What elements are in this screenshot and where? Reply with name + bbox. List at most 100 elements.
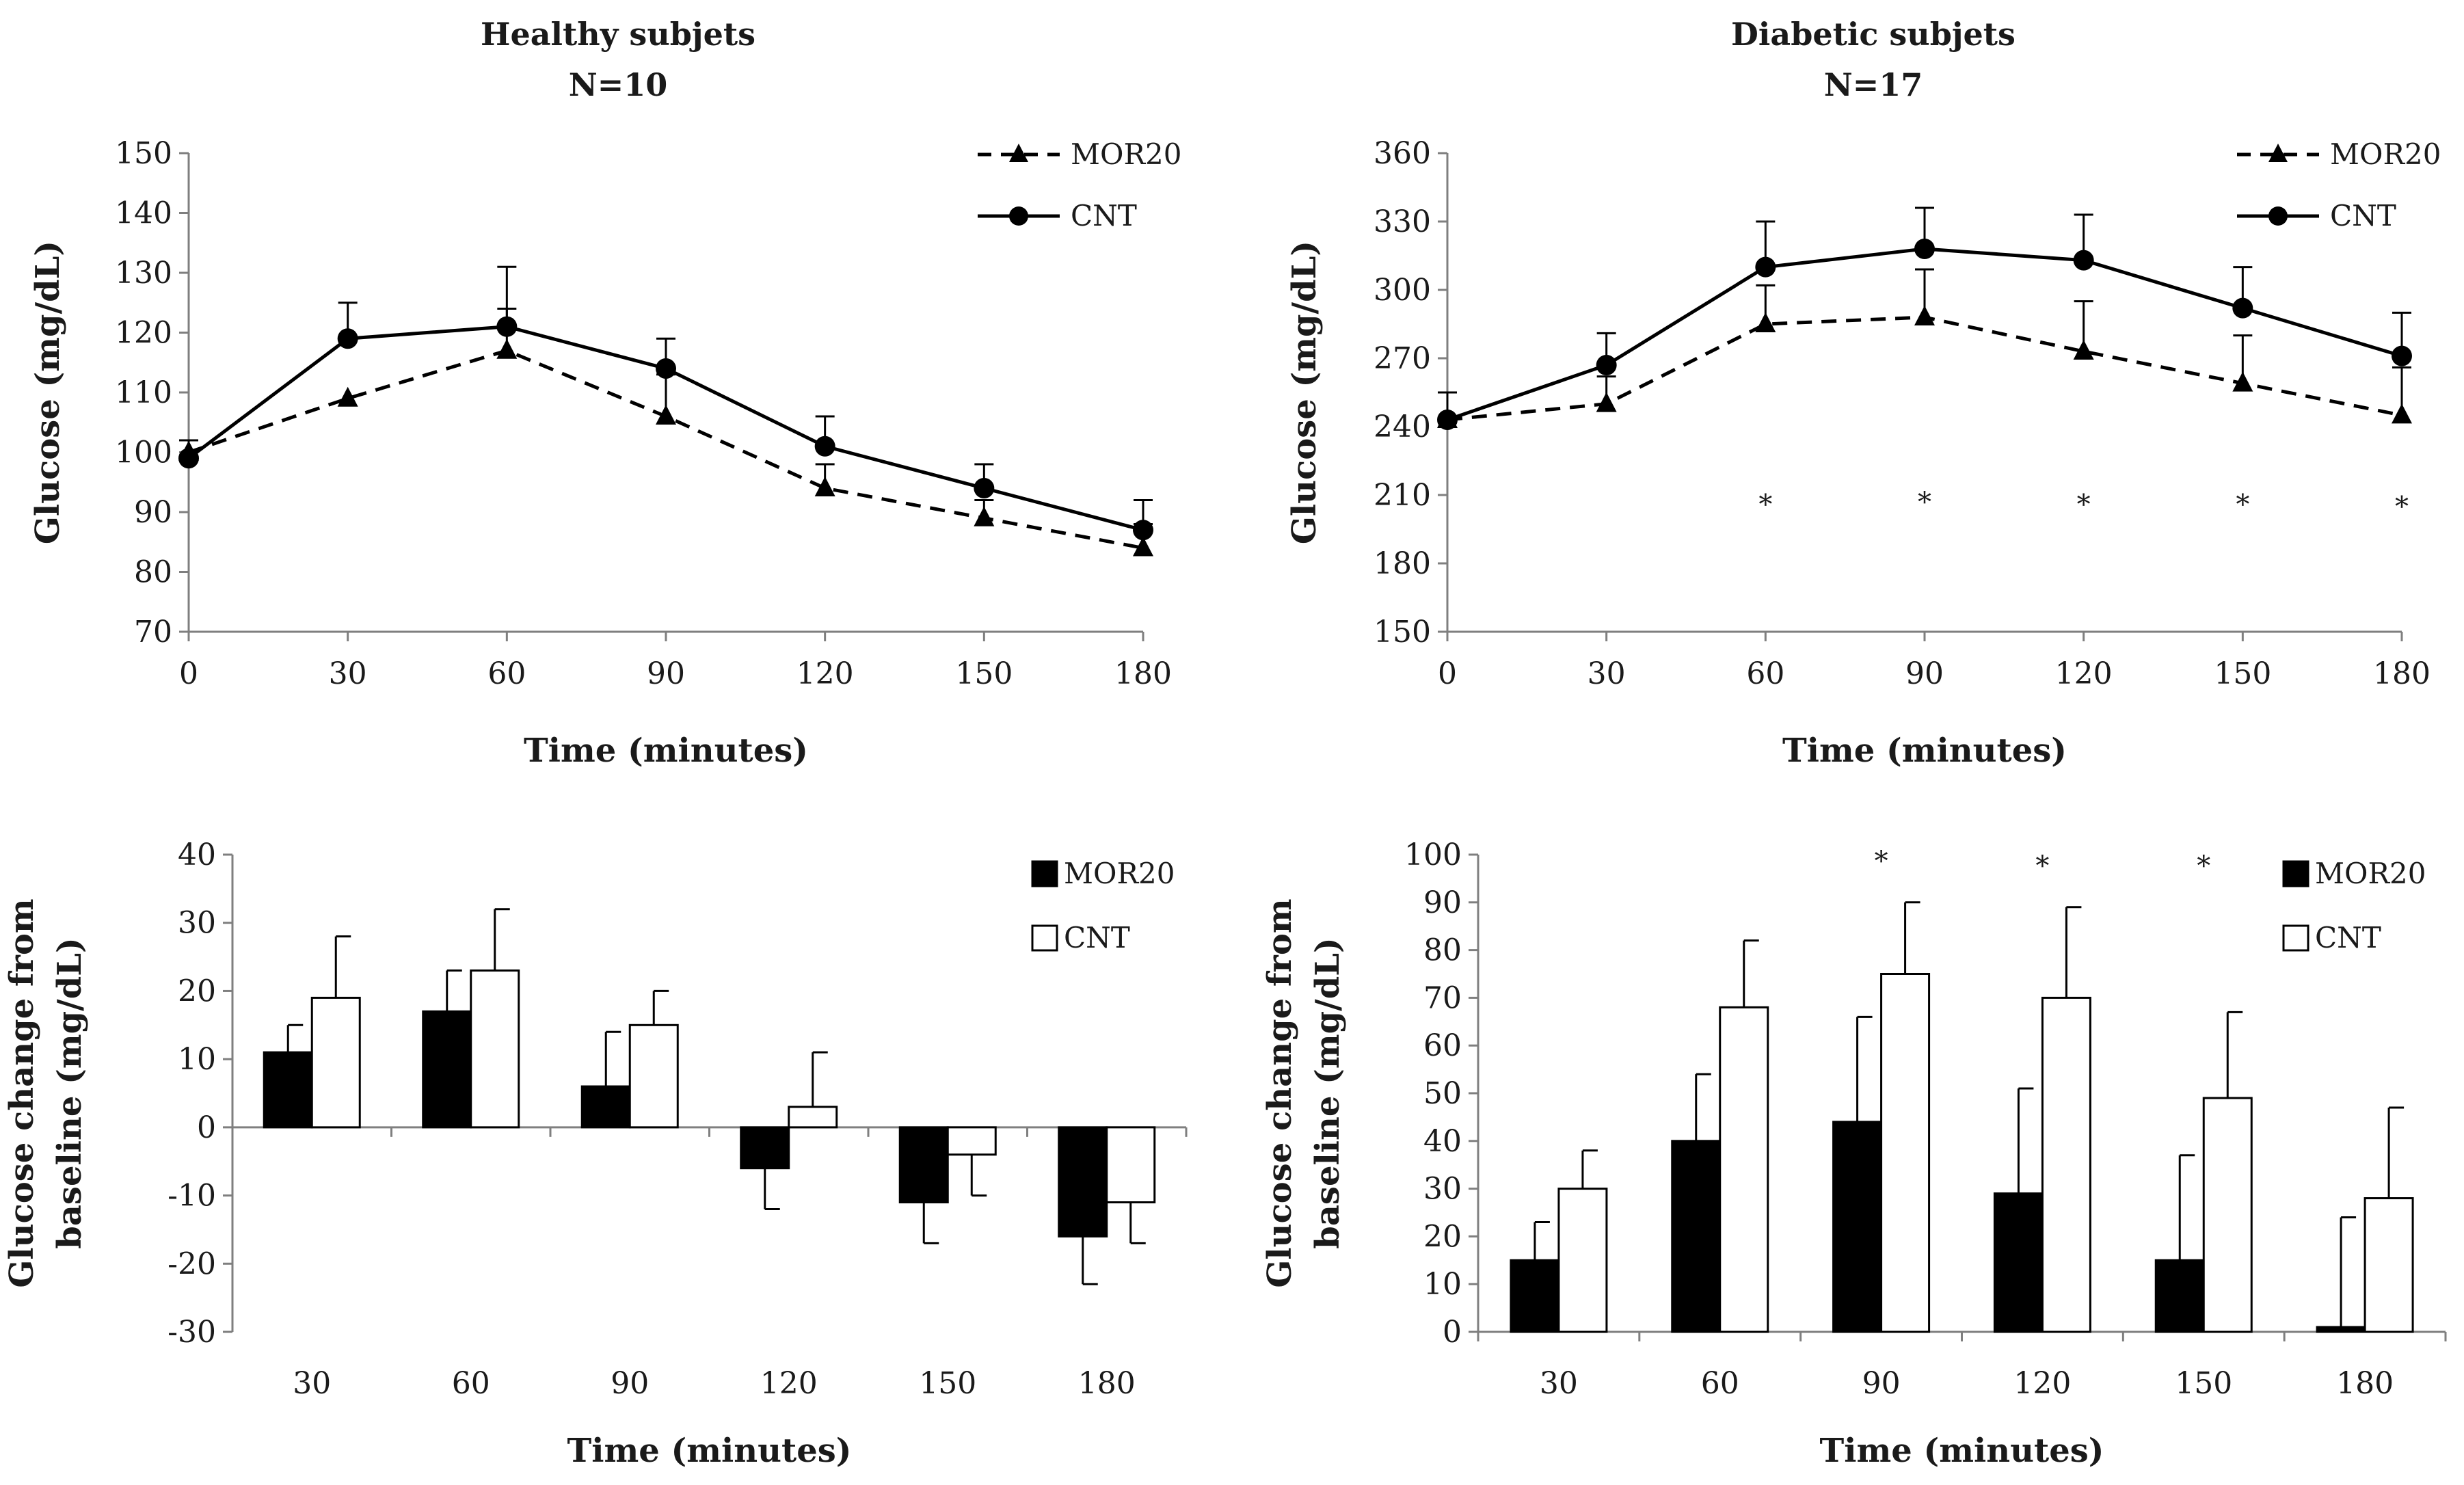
y-tick-label: 30 <box>178 906 216 941</box>
y-tick-label: 60 <box>1423 1028 1462 1063</box>
y-tick-label: 10 <box>1423 1267 1462 1302</box>
cnt-bar <box>310 996 361 1129</box>
y-tick-label: 90 <box>134 495 172 530</box>
x-tick-label: 0 <box>179 656 198 691</box>
y-tick-label: 140 <box>115 196 172 231</box>
significance-marker: * <box>2395 492 2409 523</box>
legend-cnt-label: CNT <box>2315 921 2381 954</box>
significance-marker: * <box>2236 489 2249 520</box>
mor20-bar <box>740 1126 790 1170</box>
x-tick-label: 120 <box>796 656 854 691</box>
y-tick-label: 300 <box>1374 273 1431 308</box>
significance-marker: * <box>1875 846 1888 877</box>
legend-mor20-swatch <box>1031 860 1058 887</box>
y-tick-label: 270 <box>1374 341 1431 376</box>
y-tick-label: 80 <box>1423 933 1462 968</box>
legend-cnt-swatch <box>2282 924 2309 952</box>
x-tick-label: 120 <box>2055 656 2113 691</box>
healthy-line-panel: Healthy subjets N=10 70 80 90 100 110 120 130 140… <box>29 16 1182 770</box>
y-tick-label: 360 <box>1374 136 1431 171</box>
legend-mor20-swatch <box>2282 860 2309 887</box>
y-axis-label-line-1: Glucose change from <box>3 898 41 1287</box>
x-tick-label: 180 <box>2336 1366 2394 1401</box>
mor20-point <box>337 386 358 407</box>
y-tick-label: 20 <box>1423 1219 1462 1254</box>
x-tick-label: 60 <box>1746 656 1784 691</box>
y-tick-label: 50 <box>1423 1076 1462 1111</box>
chart-title: Healthy subjets <box>481 16 755 53</box>
y-tick-label: 40 <box>178 838 216 872</box>
cnt-bar <box>1719 1006 1769 1333</box>
mor20-bar <box>1058 1126 1108 1238</box>
significance-marker: * <box>1758 489 1772 520</box>
diabetic-bar-panel: 0 10 20 30 40 50 60 70 80 90 100 30 60 90 120 150 180 Tim… <box>1261 838 2447 1470</box>
y-tick-label: 210 <box>1374 478 1431 513</box>
diabetic-line-panel: Diabetic subjetsN=1715018021024027030033… <box>1285 16 2441 770</box>
legend-mor20-marker <box>1009 144 1028 162</box>
x-tick-label: 60 <box>1701 1366 1739 1401</box>
significance-marker: * <box>2077 489 2091 520</box>
cnt-bar <box>2041 996 2091 1333</box>
x-tick-label: 0 <box>1438 656 1457 691</box>
mor20-point <box>814 477 835 496</box>
x-tick-label: 90 <box>1862 1366 1901 1401</box>
mor20-point <box>2232 371 2253 392</box>
cnt-bar <box>628 1024 679 1129</box>
significance-marker: * <box>2035 851 2049 882</box>
y-tick-label: 0 <box>1443 1315 1462 1350</box>
mor20-point <box>974 506 995 526</box>
mor20-point <box>1133 536 1153 557</box>
legend-mor20-label: MOR20 <box>2330 137 2441 171</box>
significance-marker: * <box>2197 851 2210 882</box>
y-tick-label: 240 <box>1374 410 1431 444</box>
cnt-point <box>1437 410 1458 430</box>
legend-cnt-swatch <box>1031 924 1058 952</box>
y-tick-label: 30 <box>1423 1172 1462 1207</box>
chart-title: Diabetic subjets <box>1731 16 2016 53</box>
legend-mor20-label: MOR20 <box>2315 857 2426 890</box>
chart-subtitle: N=10 <box>569 66 668 103</box>
cnt-bar <box>470 969 520 1129</box>
x-tick-label: 150 <box>919 1366 976 1401</box>
y-tick-label: -30 <box>168 1315 216 1350</box>
legend-mor20-label: MOR20 <box>1071 137 1182 171</box>
y-tick-label: 330 <box>1374 204 1431 239</box>
cnt-bar <box>946 1126 997 1156</box>
mor20-bar <box>422 1010 472 1129</box>
x-tick-label: 120 <box>2013 1366 2071 1401</box>
y-tick-label: 180 <box>1374 546 1431 581</box>
x-tick-label: 30 <box>1588 656 1626 691</box>
cnt-point <box>814 436 835 457</box>
y-tick-label: 130 <box>115 256 172 291</box>
legend-mor20-label: MOR20 <box>1064 857 1175 890</box>
legend-cnt-marker <box>2268 206 2288 226</box>
y-tick-label: 100 <box>1404 838 1462 872</box>
mor20-point <box>1914 306 1935 325</box>
y-tick-label: 100 <box>115 436 172 470</box>
mor20-point <box>1596 392 1617 412</box>
legend-cnt-label: CNT <box>1064 921 1130 954</box>
cnt-bar <box>1106 1126 1156 1204</box>
mor20-bar <box>2154 1259 2205 1333</box>
x-tick-label: 180 <box>1078 1366 1136 1401</box>
legend-cnt-marker <box>1009 206 1028 226</box>
chart-subtitle: N=17 <box>1824 66 1923 103</box>
mor20-point <box>656 405 676 425</box>
mor20-bar <box>1993 1192 2044 1333</box>
x-tick-label: 150 <box>955 656 1013 691</box>
y-tick-label: 0 <box>197 1110 216 1145</box>
y-tick-label: 80 <box>134 555 172 590</box>
mor20-series-line <box>1447 315 2402 422</box>
x-axis-label: Time (minutes) <box>1782 732 2067 770</box>
legend-cnt-label: CNT <box>2330 199 2396 232</box>
x-tick-label: 30 <box>1540 1366 1578 1401</box>
x-tick-label: 30 <box>293 1366 331 1401</box>
cnt-bar <box>1557 1188 1608 1333</box>
x-axis-label: Time (minutes) <box>567 1432 852 1470</box>
y-axis-label: Glucose (mg/dL) <box>1285 241 1324 544</box>
cnt-point <box>656 358 676 379</box>
x-axis-label: Time (minutes) <box>524 732 808 770</box>
y-tick-label: 10 <box>178 1042 216 1077</box>
x-tick-label: 120 <box>760 1366 818 1401</box>
